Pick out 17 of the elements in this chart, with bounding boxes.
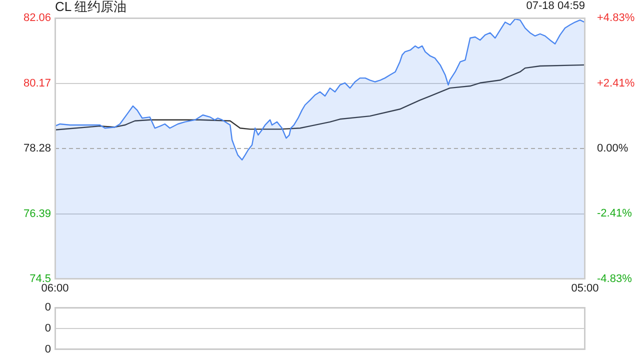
x-tick-label: 06:00 — [41, 282, 69, 295]
chart-title: CL 纽约原油 — [55, 0, 127, 16]
y-tick-label: 0 — [44, 302, 51, 314]
y2-tick-label: -4.83% — [597, 273, 632, 286]
y-tick-label: 78.28 — [23, 142, 51, 155]
y-tick-label: 0 — [44, 322, 51, 335]
y-tick-label: 80.17 — [23, 77, 51, 90]
y-tick-label: 74.5 — [30, 273, 51, 286]
y2-tick-label: 0.00% — [597, 142, 628, 155]
y-tick-label: 76.39 — [23, 208, 51, 220]
y-tick-label: 0 — [44, 343, 51, 356]
y2-tick-label: +4.83% — [597, 12, 635, 24]
y-tick-label: 82.06 — [23, 12, 51, 24]
y2-tick-label: +2.41% — [597, 77, 635, 90]
x-tick-label: 05:00 — [571, 282, 599, 295]
text: 07-18 04:59 — [526, 0, 585, 12]
y2-tick-label: -2.41% — [597, 208, 632, 220]
